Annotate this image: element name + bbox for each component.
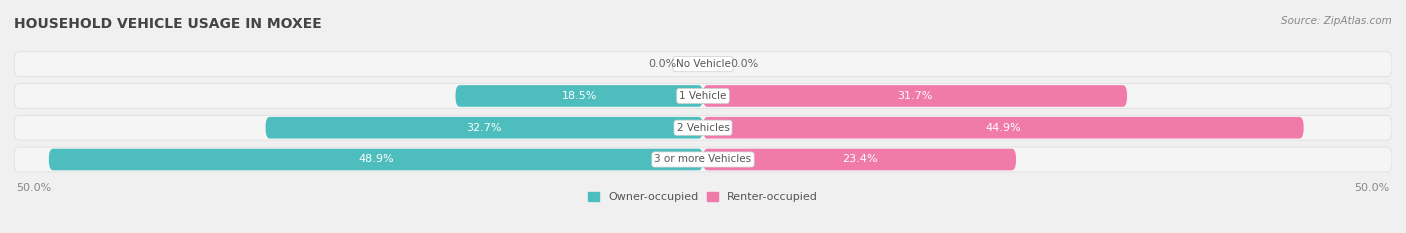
FancyBboxPatch shape	[266, 117, 703, 139]
Text: No Vehicle: No Vehicle	[675, 59, 731, 69]
FancyBboxPatch shape	[703, 149, 1017, 170]
Text: Source: ZipAtlas.com: Source: ZipAtlas.com	[1281, 16, 1392, 26]
FancyBboxPatch shape	[703, 117, 1303, 139]
FancyBboxPatch shape	[456, 85, 703, 107]
FancyBboxPatch shape	[14, 52, 1392, 77]
Text: 44.9%: 44.9%	[986, 123, 1021, 133]
Text: 3 or more Vehicles: 3 or more Vehicles	[654, 154, 752, 164]
Text: 18.5%: 18.5%	[561, 91, 598, 101]
Text: HOUSEHOLD VEHICLE USAGE IN MOXEE: HOUSEHOLD VEHICLE USAGE IN MOXEE	[14, 17, 322, 31]
FancyBboxPatch shape	[14, 147, 1392, 172]
Text: 48.9%: 48.9%	[359, 154, 394, 164]
Text: 31.7%: 31.7%	[897, 91, 932, 101]
Text: 0.0%: 0.0%	[648, 59, 676, 69]
FancyBboxPatch shape	[49, 149, 703, 170]
Legend: Owner-occupied, Renter-occupied: Owner-occupied, Renter-occupied	[583, 188, 823, 207]
FancyBboxPatch shape	[14, 84, 1392, 108]
Text: 23.4%: 23.4%	[842, 154, 877, 164]
Text: 1 Vehicle: 1 Vehicle	[679, 91, 727, 101]
Text: 2 Vehicles: 2 Vehicles	[676, 123, 730, 133]
Text: 32.7%: 32.7%	[467, 123, 502, 133]
Text: 0.0%: 0.0%	[730, 59, 758, 69]
FancyBboxPatch shape	[703, 85, 1128, 107]
FancyBboxPatch shape	[14, 115, 1392, 140]
